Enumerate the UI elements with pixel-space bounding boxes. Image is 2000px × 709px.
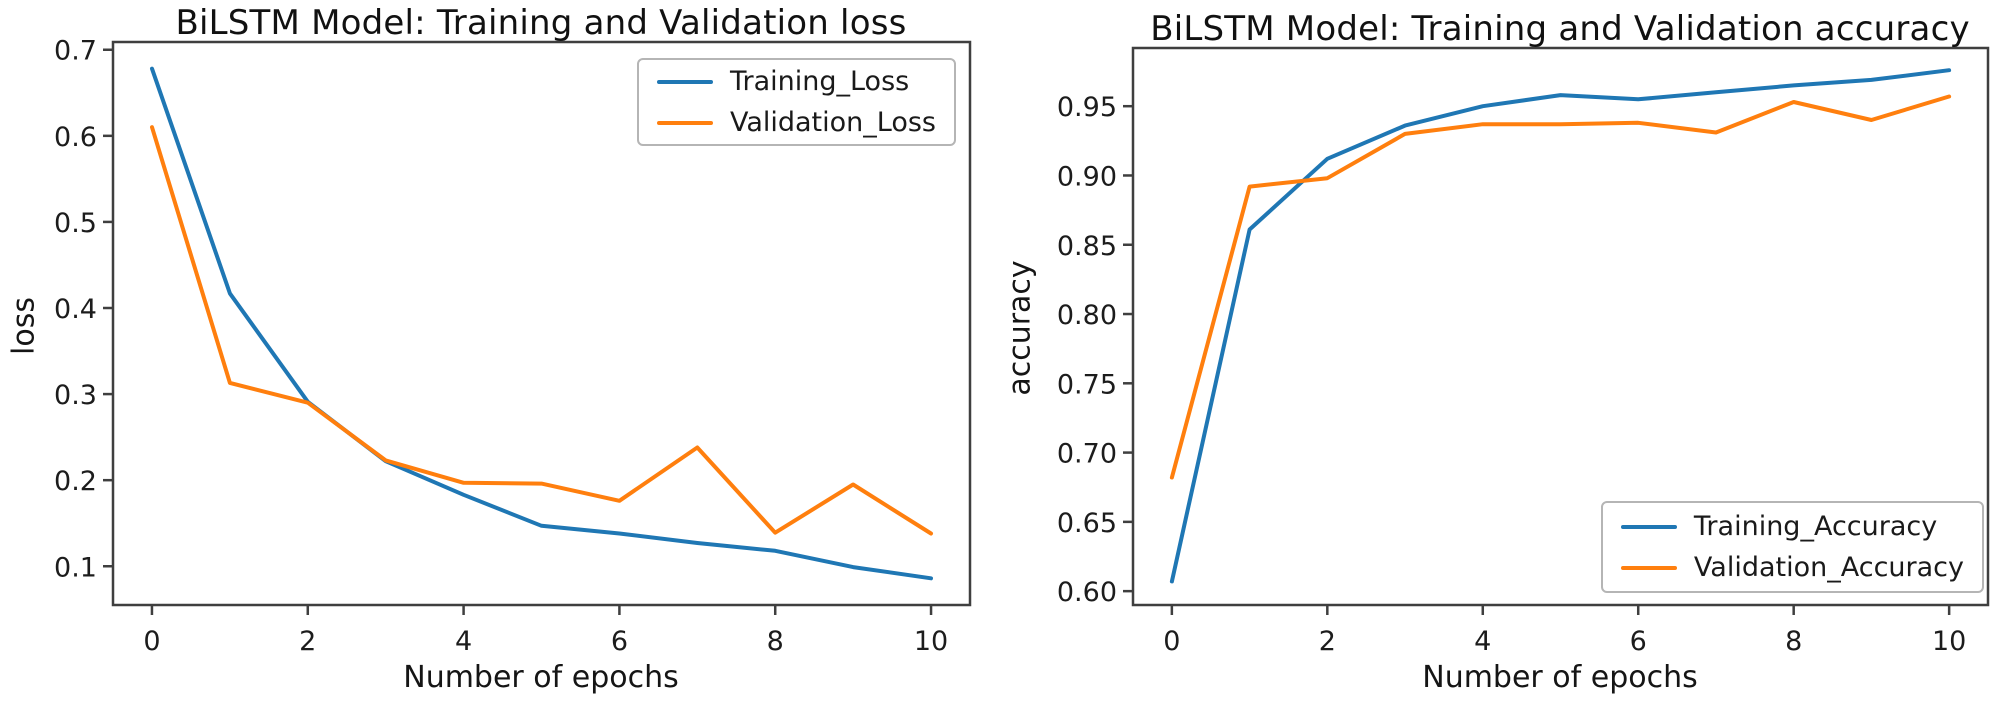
y-tick-label: 0.95 <box>1057 92 1117 123</box>
y-tick-label: 0.7 <box>54 36 97 67</box>
loss-plot-area: 0.1 0.2 0.3 0.4 0.5 0.6 0.7 0 2 4 6 8 10 <box>54 36 972 657</box>
y-tick-label: 0.90 <box>1057 161 1117 192</box>
legend-label-training-loss: Training_Loss <box>729 66 910 97</box>
legend-item-training-loss: Training_Loss <box>656 66 936 97</box>
x-tick-label: 8 <box>1785 626 1802 657</box>
validation-accuracy-line <box>1169 94 1952 480</box>
x-tick-label: 4 <box>1474 626 1491 657</box>
legend-item-validation-loss: Validation_Loss <box>656 107 936 138</box>
y-tick-label: 0.75 <box>1057 369 1117 400</box>
y-tick-label: 0.85 <box>1057 231 1117 262</box>
x-tick-label: 10 <box>914 626 948 657</box>
x-tick-label: 10 <box>1932 626 1966 657</box>
training-accuracy-line-sample <box>1620 524 1677 529</box>
y-tick-label: 0.2 <box>54 466 97 497</box>
plot-frame <box>111 40 972 607</box>
y-tick-label: 0.6 <box>54 122 97 153</box>
accuracy-chart-title: BiLSTM Model: Training and Validation ac… <box>1150 9 1970 49</box>
legend-item-training-accuracy: Training_Accuracy <box>1620 511 1964 542</box>
legend-item-validation-accuracy: Validation_Accuracy <box>1620 552 1964 583</box>
loss-chart: 0.1 0.2 0.3 0.4 0.5 0.6 0.7 0 2 4 6 8 10 BiLSTM Mode… <box>6 3 972 695</box>
x-tick-label: 2 <box>1319 626 1336 657</box>
accuracy-x-axis-label: Number of epochs <box>1422 660 1698 695</box>
legend-label-training-accuracy: Training_Accuracy <box>1693 511 1938 542</box>
accuracy-legend: Training_Accuracy Validation_Accuracy <box>1600 501 1984 593</box>
validation-loss-line-sample <box>656 120 713 125</box>
y-tick-label: 0.5 <box>54 208 97 239</box>
loss-legend: Training_Loss Validation_Loss <box>636 58 956 146</box>
accuracy-y-axis-label: accuracy <box>1002 260 1038 396</box>
accuracy-chart: 0.60 0.65 0.70 0.75 0.80 0.85 0.90 0.95 0 2 4 6 8 10 … <box>1000 0 2000 709</box>
loss-x-axis-label: Number of epochs <box>403 660 679 695</box>
x-tick-label: 6 <box>611 626 628 657</box>
x-tick-label: 4 <box>455 626 472 657</box>
y-tick-label: 0.80 <box>1057 300 1117 331</box>
x-tick-label: 0 <box>1163 626 1180 657</box>
accuracy-plot-area: 0.60 0.65 0.70 0.75 0.80 0.85 0.90 0.95 0 2 4 6 8 10 <box>1057 46 1990 657</box>
y-tick-label: 0.60 <box>1057 577 1117 608</box>
legend-label-validation-loss: Validation_Loss <box>729 107 936 138</box>
y-tick-label: 0.1 <box>54 552 97 583</box>
x-tick-label: 2 <box>299 626 316 657</box>
x-tick-label: 6 <box>1630 626 1647 657</box>
validation-accuracy-line-sample <box>1620 565 1677 570</box>
y-tick-label: 0.4 <box>54 294 97 325</box>
loss-y-axis-label: loss <box>6 297 42 355</box>
y-tick-label: 0.65 <box>1057 508 1117 539</box>
x-tick-label: 0 <box>143 626 160 657</box>
x-tick-label: 8 <box>767 626 784 657</box>
y-tick-label: 0.3 <box>54 380 97 411</box>
validation-loss-line <box>150 125 933 536</box>
training-loss-line <box>150 66 933 581</box>
y-tick-label: 0.70 <box>1057 439 1117 470</box>
legend-label-validation-accuracy: Validation_Accuracy <box>1693 552 1964 583</box>
plot-frame <box>1131 46 1990 607</box>
training-loss-line-sample <box>656 79 713 84</box>
loss-chart-title: BiLSTM Model: Training and Validation lo… <box>175 3 907 43</box>
